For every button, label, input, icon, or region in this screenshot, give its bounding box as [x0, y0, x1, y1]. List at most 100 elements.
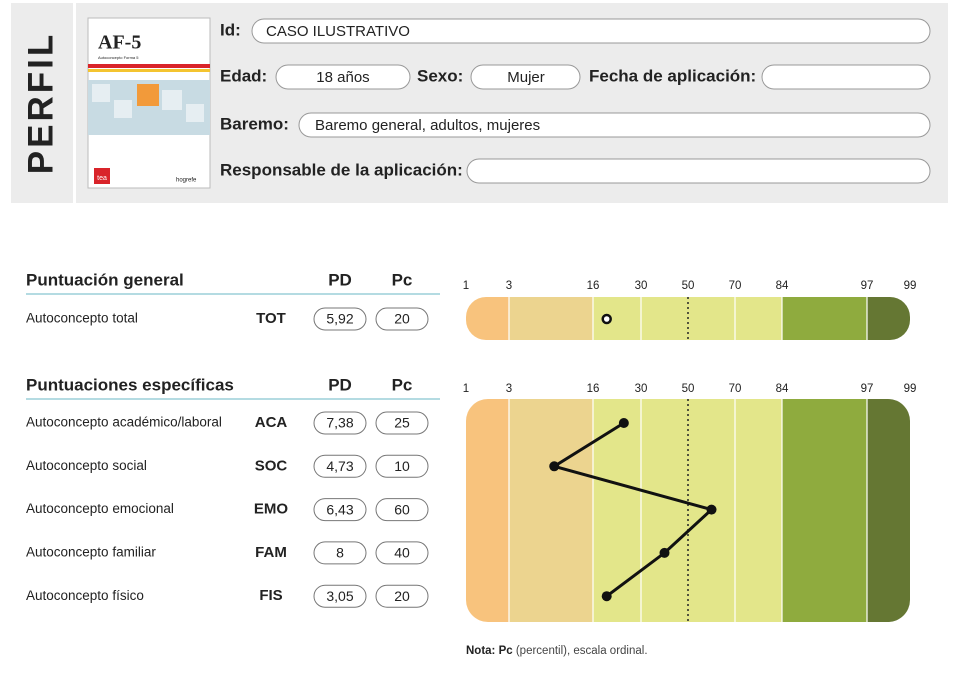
pc-value: 25: [394, 415, 410, 431]
field-label: Id:: [220, 20, 241, 39]
zone: [782, 399, 867, 622]
cover: AF-5 Autoconcepto Forma 5 tea hogrefe: [87, 17, 211, 189]
zone: [466, 297, 509, 340]
x-tick-label: 16: [587, 383, 600, 395]
x-tick-label: 99: [904, 280, 917, 292]
row-code: FAM: [255, 544, 287, 561]
page-title: PERFIL: [21, 32, 60, 174]
field-value: Mujer: [507, 69, 545, 86]
x-tick-label: 70: [729, 280, 742, 292]
zone: [466, 399, 509, 622]
section-title: Puntuaciones específicas: [26, 375, 234, 394]
pc-box: [375, 498, 429, 522]
stripe: [88, 69, 210, 72]
pc-box: [375, 541, 429, 565]
row-label: Autoconcepto académico/laboral: [26, 415, 222, 430]
pd-value: 6,43: [326, 501, 353, 517]
note-bold: Nota: Pc: [466, 645, 513, 657]
field-label: Sexo:: [417, 66, 463, 85]
pd-value: 7,38: [326, 415, 353, 431]
x-tick-label: 70: [729, 383, 742, 395]
row-code: ACA: [255, 414, 288, 431]
pc-box: [375, 411, 429, 435]
field-box: [275, 64, 411, 90]
pc-box: [375, 584, 429, 608]
cover-image: [92, 84, 110, 102]
zone: [509, 297, 593, 340]
row-label: Autoconcepto emocional: [26, 501, 174, 516]
column-head: Pc: [392, 375, 413, 394]
x-tick-label: 99: [904, 383, 917, 395]
column-head: PD: [328, 270, 352, 289]
x-tick-label: 50: [682, 280, 695, 292]
note: Nota: Pc (percentil), escala ordinal.: [466, 645, 648, 657]
stripe: [88, 64, 210, 68]
field-value: Baremo general, adultos, mujeres: [315, 117, 540, 134]
cover-image: [114, 100, 132, 118]
cover-image: [137, 84, 159, 106]
divider: [73, 3, 76, 203]
x-tick-label: 1: [463, 280, 469, 292]
pd-value: 3,05: [326, 588, 353, 604]
field-label: Baremo:: [220, 114, 289, 133]
pc-value: 40: [394, 545, 410, 561]
x-tick-label: 30: [635, 280, 648, 292]
row-label: Autoconcepto familiar: [26, 544, 156, 559]
cover-image: [162, 90, 182, 110]
field-box: [466, 158, 931, 184]
profile-point: [618, 418, 629, 428]
row-label: Autoconcepto físico: [26, 588, 144, 603]
x-tick-label: 97: [861, 280, 874, 292]
pd-box: [313, 454, 367, 478]
pd-value: 5,92: [326, 311, 353, 327]
zone: [509, 399, 593, 622]
x-tick-label: 97: [861, 383, 874, 395]
publisher-logo: [94, 168, 110, 184]
profile-point: [706, 504, 717, 515]
pc-value: 10: [394, 458, 410, 474]
row-code: TOT: [256, 310, 286, 327]
section-title: Puntuación general: [26, 270, 184, 289]
pc-value: 60: [394, 501, 410, 517]
row-code: FIS: [259, 587, 282, 604]
row-code: EMO: [254, 501, 289, 518]
publisher: tea: [97, 175, 107, 182]
pd-value: 8: [336, 545, 344, 561]
row-code: SOC: [255, 457, 288, 474]
zone: [782, 297, 867, 340]
pd-box: [313, 584, 367, 608]
field-box: [251, 18, 931, 44]
x-tick-label: 3: [506, 383, 512, 395]
column-head: Pc: [392, 270, 413, 289]
pd-value: 4,73: [326, 458, 353, 474]
field-label: Responsable de la aplicación:: [220, 160, 463, 179]
x-tick-label: 30: [635, 383, 648, 395]
pc-box: [375, 307, 429, 331]
note-text: (percentil), escala ordinal.: [513, 645, 648, 657]
zone: [867, 297, 910, 340]
pc-box: [375, 454, 429, 478]
x-tick-label: 84: [776, 383, 789, 395]
pc-value: 20: [394, 311, 410, 327]
column-head: PD: [328, 375, 352, 394]
pd-box: [313, 411, 367, 435]
profile-point: [549, 461, 560, 472]
field-box: [470, 64, 581, 90]
field-value: 18 años: [316, 69, 369, 86]
pd-box: [313, 307, 367, 331]
x-tick-label: 16: [587, 280, 600, 292]
pd-box: [313, 498, 367, 522]
pc-value: 20: [394, 588, 410, 604]
x-tick-label: 1: [463, 383, 469, 395]
row-label: Autoconcepto social: [26, 458, 147, 473]
field-label: Edad:: [220, 66, 267, 85]
profile-point: [601, 591, 612, 602]
brand: hogrefe: [176, 178, 197, 184]
field-box: [761, 64, 931, 90]
profile-point: [659, 547, 670, 558]
zone: [867, 399, 910, 622]
row-label: Autoconcepto total: [26, 311, 138, 326]
field-box: [298, 112, 931, 138]
